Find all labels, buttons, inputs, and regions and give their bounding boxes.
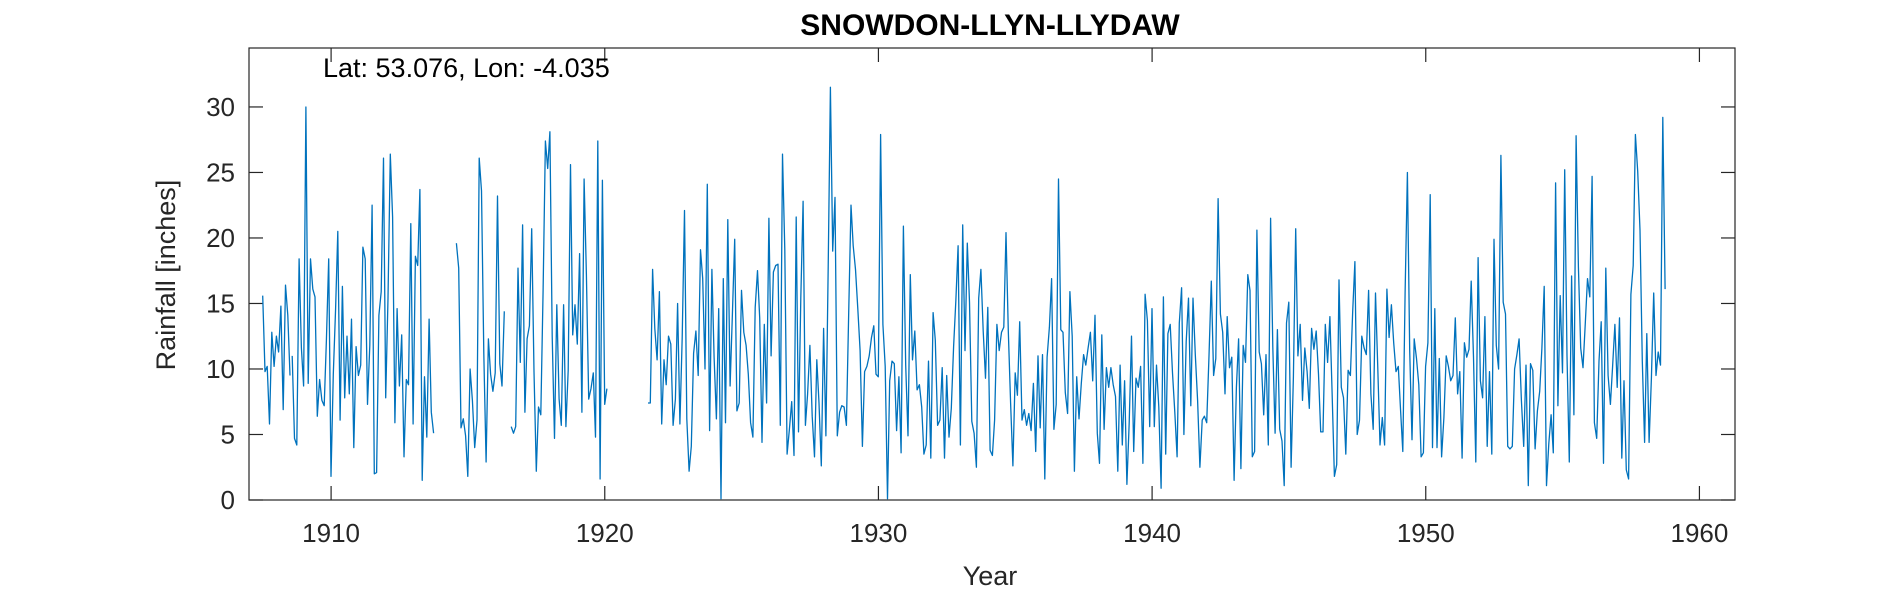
y-tick-label: 20	[206, 223, 235, 253]
y-axis-label: Rainfall [inches]	[151, 180, 181, 371]
y-tick-label: 25	[206, 157, 235, 187]
rainfall-series-line	[455, 157, 505, 478]
y-tick-label: 30	[206, 92, 235, 122]
y-tick-label: 5	[221, 419, 235, 449]
rainfall-series-line	[648, 86, 1666, 500]
plot-frame	[248, 47, 1736, 501]
x-tick-label: 1950	[1397, 518, 1455, 548]
x-tick-label: 1940	[1123, 518, 1181, 548]
x-axis-label: Year	[963, 561, 1018, 591]
plot-area-border	[248, 47, 1736, 501]
y-tick-label: 0	[221, 485, 235, 515]
rainfall-series-line	[510, 131, 608, 480]
x-tick-label: 1930	[850, 518, 908, 548]
y-axis: 0 5 10 15 20 25 30	[206, 92, 1735, 515]
x-axis: 1910 1920 1930 1940 1950 1960	[302, 48, 1728, 548]
location-annotation: Lat: 53.076, Lon: -4.035	[323, 53, 610, 83]
chart-title: SNOWDON-LLYN-LLYDAW	[800, 9, 1180, 42]
x-tick-label: 1910	[302, 518, 360, 548]
rainfall-series-line	[291, 106, 435, 481]
y-tick-label: 15	[206, 288, 235, 318]
rainfall-series-line	[262, 284, 291, 425]
y-tick-label: 10	[206, 354, 235, 384]
series-group	[262, 86, 1666, 500]
x-tick-label: 1960	[1671, 518, 1729, 548]
x-tick-label: 1920	[576, 518, 634, 548]
